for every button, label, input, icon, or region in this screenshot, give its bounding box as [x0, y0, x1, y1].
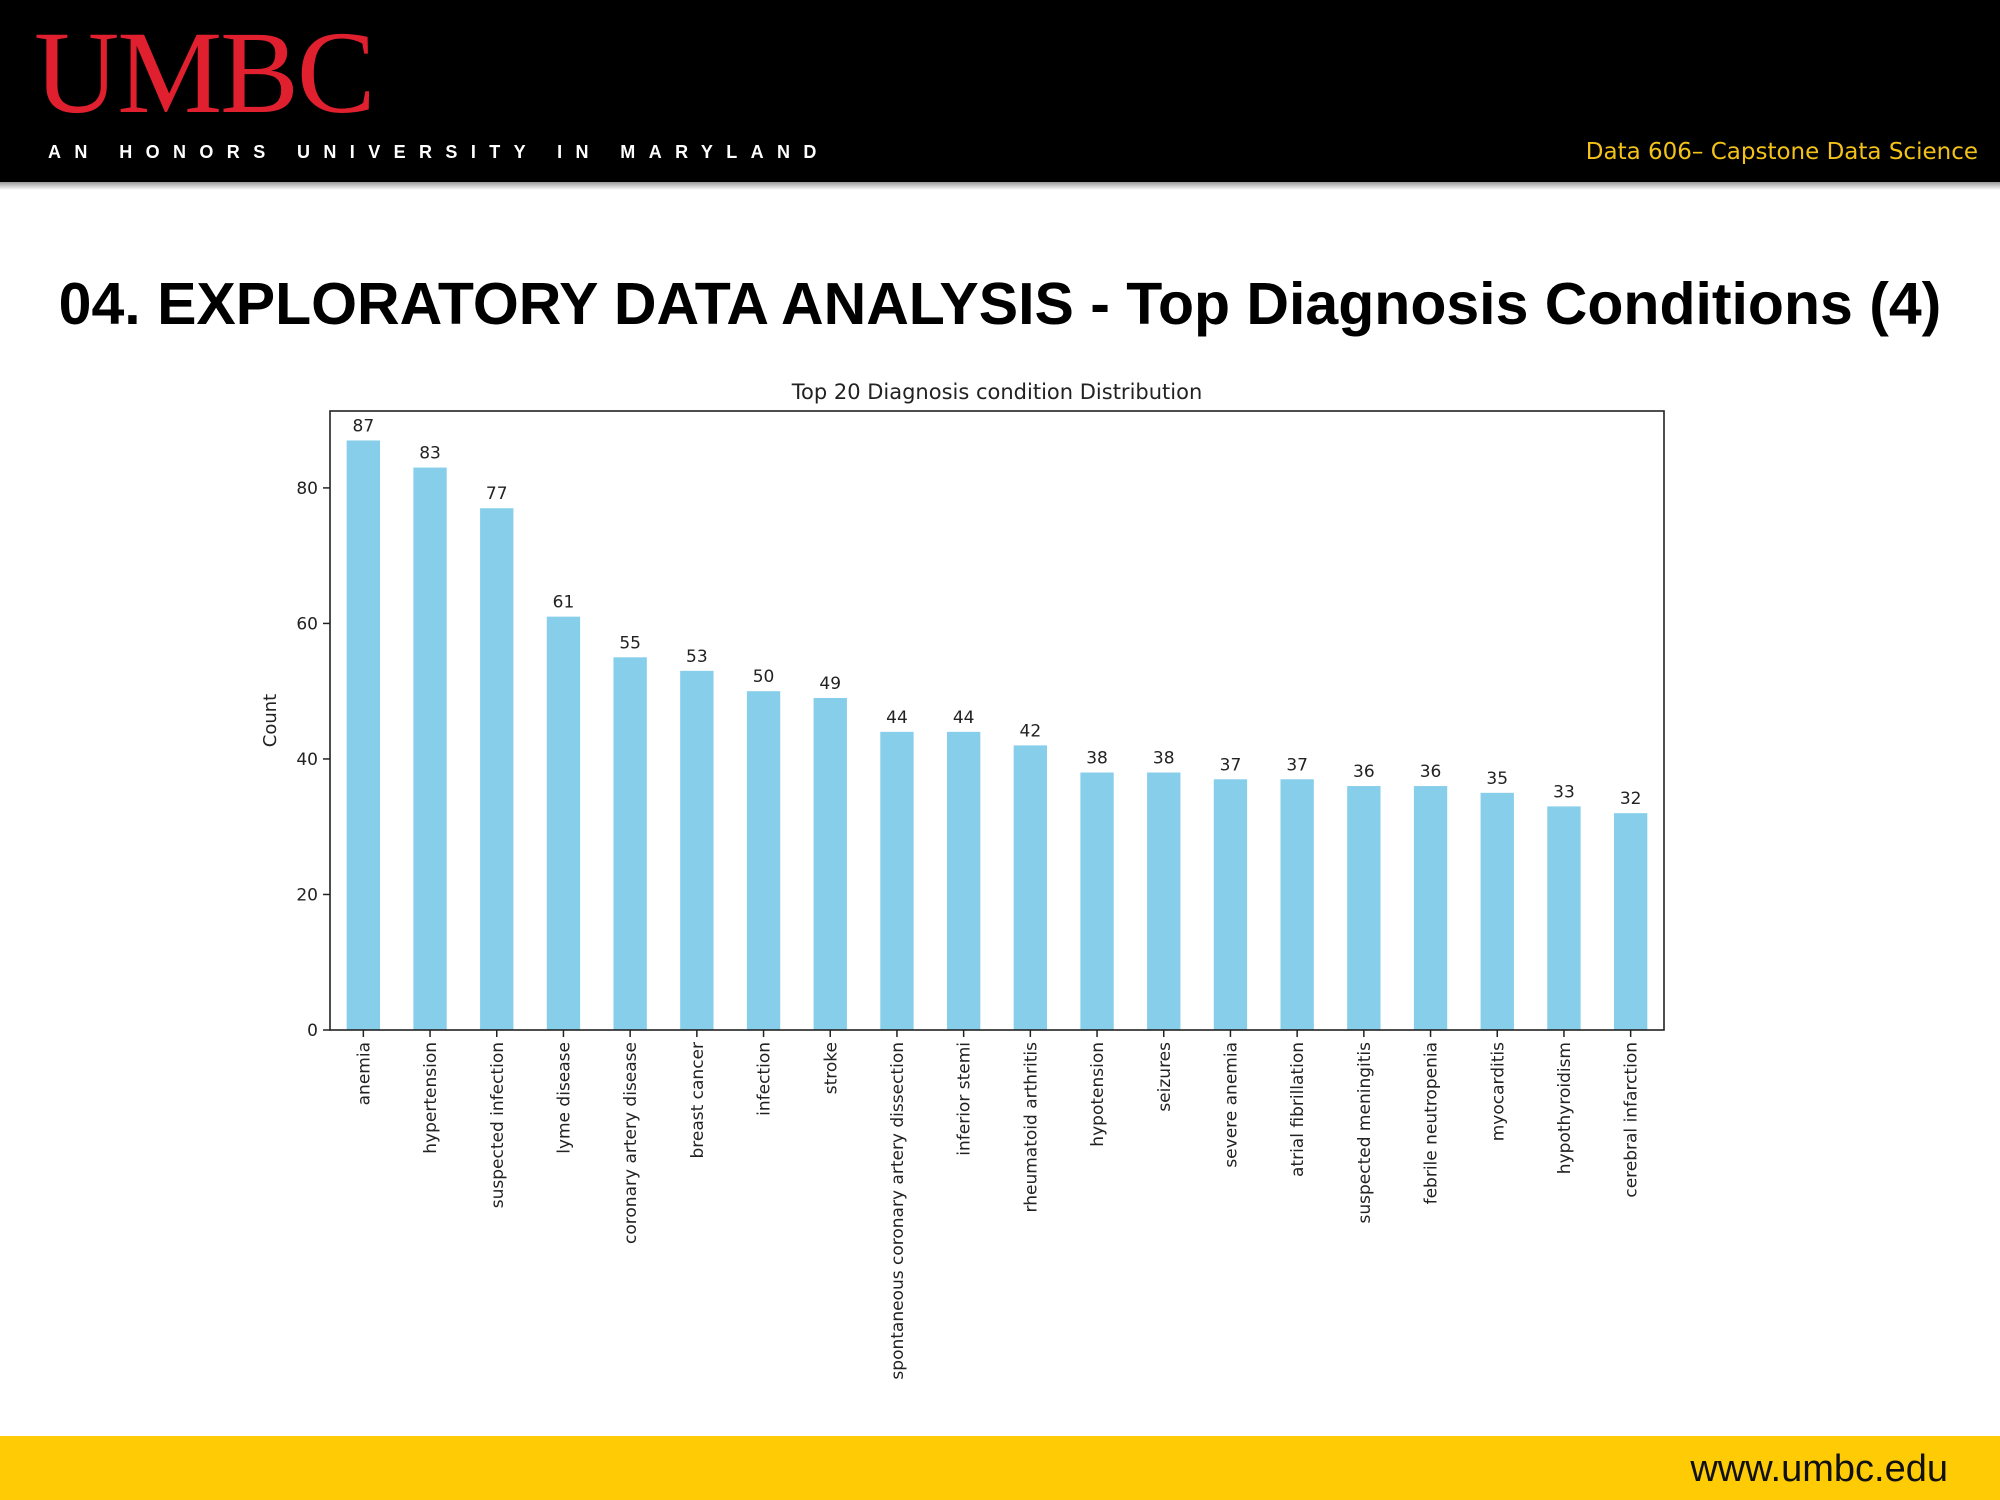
slide-title: 04. EXPLORATORY DATA ANALYSIS - Top Diag…	[58, 271, 1942, 337]
data-label: 36	[1353, 762, 1375, 782]
data-label: 37	[1286, 755, 1308, 775]
tagline: AN HONORS UNIVERSITY IN MARYLAND	[48, 142, 830, 162]
data-label: 44	[953, 708, 975, 728]
x-tick-label: seizures	[1155, 1042, 1175, 1112]
bar	[480, 508, 514, 1030]
data-label: 37	[1220, 755, 1242, 775]
bar	[880, 731, 914, 1030]
data-label: 49	[819, 674, 841, 694]
x-tick-label: suspected meningitis	[1355, 1042, 1375, 1224]
y-tick-label: 80	[296, 479, 318, 499]
y-axis-label: Count	[260, 694, 281, 747]
x-tick-label: spontaneous coronary artery dissection	[888, 1042, 908, 1380]
bar	[946, 731, 981, 1030]
data-label: 35	[1486, 769, 1508, 789]
header-bar: UMBC AN HONORS UNIVERSITY IN MARYLAND Da…	[0, 0, 2000, 182]
header-shadow	[0, 182, 2000, 190]
y-tick-label: 0	[307, 1021, 318, 1041]
bar	[1013, 745, 1048, 1030]
bar	[413, 467, 447, 1031]
data-label: 36	[1420, 762, 1442, 782]
data-label: 87	[353, 416, 375, 436]
bar	[1213, 779, 1248, 1030]
y-tick-label: 60	[296, 614, 318, 634]
data-label: 61	[553, 593, 575, 613]
data-label: 32	[1620, 789, 1642, 809]
x-tick-label: inferior stemi	[955, 1042, 975, 1156]
bar	[1280, 779, 1314, 1030]
x-tick-label: infection	[755, 1042, 775, 1116]
bar	[1080, 772, 1114, 1030]
bar	[1547, 806, 1581, 1030]
course-label: Data 606– Capstone Data Science	[1585, 139, 1978, 165]
bar	[1347, 786, 1381, 1030]
bar	[546, 616, 581, 1030]
bar	[746, 691, 781, 1030]
bar	[1413, 786, 1448, 1030]
x-tick-label: rheumatoid arthritis	[1021, 1042, 1041, 1213]
data-label: 44	[886, 708, 908, 728]
x-tick-label: atrial fibrillation	[1288, 1042, 1308, 1177]
footer-url: www.umbc.edu	[1690, 1448, 1948, 1490]
data-label: 55	[619, 633, 641, 653]
x-tick-label: stroke	[821, 1042, 841, 1094]
y-tick-label: 40	[296, 750, 318, 770]
x-tick-label: hypertension	[421, 1042, 441, 1154]
x-tick-label: hypotension	[1088, 1042, 1108, 1147]
x-tick-label: severe anemia	[1221, 1042, 1241, 1168]
x-tick-label: hypothyroidism	[1555, 1042, 1575, 1174]
umbc-logo: UMBC	[34, 7, 376, 138]
bar-chart: Top 20 Diagnosis condition Distribution 0…	[260, 380, 1665, 1380]
x-tick-label: coronary artery disease	[621, 1042, 641, 1244]
x-tick-label: febrile neutropenia	[1422, 1042, 1442, 1204]
data-label: 33	[1553, 782, 1575, 802]
plot-frame	[329, 410, 1665, 1031]
data-label: 77	[486, 484, 508, 504]
bar	[346, 440, 381, 1030]
data-label: 38	[1086, 749, 1108, 769]
bar	[1480, 792, 1514, 1030]
x-tick-label: anemia	[354, 1042, 374, 1105]
x-tick-label: breast cancer	[688, 1042, 708, 1159]
chart-title: Top 20 Diagnosis condition Distribution	[791, 380, 1203, 404]
x-tick-label: suspected infection	[488, 1042, 508, 1208]
bar	[813, 697, 847, 1030]
bar	[613, 657, 647, 1030]
x-tick-label: lyme disease	[554, 1042, 574, 1154]
y-tick-label: 20	[296, 885, 318, 905]
bar	[1613, 813, 1648, 1030]
bar	[680, 670, 714, 1030]
data-label: 53	[686, 647, 708, 667]
footer-bar: www.umbc.edu	[0, 1436, 2000, 1500]
data-label: 83	[419, 444, 441, 464]
bar	[1147, 772, 1181, 1030]
data-label: 42	[1020, 721, 1042, 741]
x-tick-label: cerebral infarction	[1622, 1042, 1642, 1198]
data-label: 50	[753, 667, 775, 687]
data-label: 38	[1153, 749, 1175, 769]
x-tick-label: myocarditis	[1488, 1042, 1508, 1141]
